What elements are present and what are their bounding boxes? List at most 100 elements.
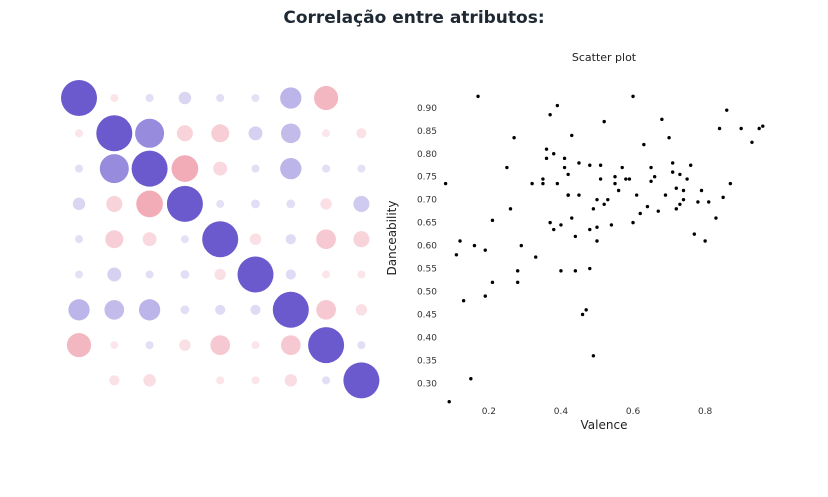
scatter-point-93 <box>714 216 718 220</box>
corr-cell-1-6 <box>280 123 301 144</box>
scatter-point-32 <box>562 165 567 170</box>
scatter-point-3 <box>458 239 462 243</box>
corr-cell-1-2 <box>135 118 165 148</box>
scatter-point-84 <box>681 197 686 202</box>
scatter-point-61 <box>616 188 621 193</box>
corr-cell-5-4 <box>214 268 226 281</box>
corr-cell-3-8 <box>353 195 370 212</box>
corr-cell-4-1 <box>105 230 124 249</box>
scatter-point-21 <box>541 177 545 181</box>
corr-cell-6-2 <box>138 299 161 321</box>
scatter-point-56 <box>602 202 606 206</box>
scatter-point-31 <box>559 269 563 273</box>
y-tick-label-12: 0.90 <box>417 104 437 114</box>
corr-cell-7-1 <box>110 341 119 350</box>
scatter-point-96 <box>725 108 729 112</box>
scatter-point-97 <box>728 181 733 186</box>
scatter-point-99 <box>750 140 754 144</box>
corr-cell-2-8 <box>357 164 366 173</box>
corr-cell-7-3 <box>179 339 191 351</box>
corr-cell-3-1 <box>106 195 123 212</box>
corr-cell-1-4 <box>211 124 230 143</box>
corr-cell-0-5 <box>251 94 260 102</box>
corr-cell-8-2 <box>143 374 156 387</box>
scatter-point-101 <box>761 124 765 128</box>
scatter-point-64 <box>627 177 632 181</box>
scatter-point-91 <box>703 239 707 243</box>
scatter-point-47 <box>588 163 592 167</box>
corr-cell-6-4 <box>215 304 226 315</box>
scatter-point-37 <box>570 133 574 138</box>
corr-cell-4-5 <box>249 233 262 245</box>
scatter-point-71 <box>649 165 653 170</box>
scatter-point-24 <box>548 113 552 117</box>
scatter-point-25 <box>548 220 552 225</box>
corr-cell-5-8 <box>357 270 366 279</box>
scatter-point-36 <box>566 193 570 197</box>
scatter-point-40 <box>573 269 578 273</box>
scatter-point-62 <box>620 165 624 170</box>
scatter-point-85 <box>681 188 686 193</box>
corr-cell-2-7 <box>322 164 331 173</box>
scatter-point-11 <box>490 280 495 285</box>
corr-cell-0-2 <box>145 93 154 103</box>
scatter-point-10 <box>490 218 495 223</box>
corr-cell-8-5 <box>251 376 260 385</box>
scatter-point-34 <box>566 172 570 177</box>
corr-cell-6-0 <box>68 299 90 321</box>
scatter-point-22 <box>544 147 549 151</box>
scatter-point-94 <box>717 126 722 131</box>
scatter-point-13 <box>508 207 513 211</box>
scatter-point-90 <box>699 188 704 193</box>
corr-cell-6-1 <box>104 299 125 320</box>
corr-cell-3-3 <box>166 185 203 222</box>
scatter-point-49 <box>591 354 596 358</box>
scatter-point-87 <box>689 163 693 167</box>
x-tick-label-3: 0.8 <box>698 407 713 417</box>
y-tick-label-9: 0.75 <box>417 173 437 183</box>
scatter-point-1 <box>447 400 451 404</box>
corr-cell-2-3 <box>171 155 199 182</box>
corr-cell-5-6 <box>285 269 296 280</box>
corr-cell-8-6 <box>284 374 298 387</box>
corr-cell-1-5 <box>248 126 263 141</box>
scatter-point-46 <box>588 227 592 232</box>
x-axis-label: Valence <box>581 418 628 432</box>
corr-cell-7-5 <box>251 341 260 350</box>
corr-cell-5-3 <box>180 270 190 279</box>
corr-cell-5-5 <box>237 256 274 293</box>
scatter-point-27 <box>552 152 556 156</box>
corr-cell-8-4 <box>216 376 225 385</box>
scatter-point-45 <box>588 266 592 271</box>
scatter-point-48 <box>591 207 596 211</box>
corr-cell-2-6 <box>280 157 302 180</box>
scatter-point-38 <box>570 216 574 220</box>
corr-cell-5-2 <box>145 270 154 279</box>
scatter-point-43 <box>580 312 585 317</box>
scatter-point-19 <box>534 255 538 259</box>
corr-cell-6-7 <box>316 299 336 320</box>
scatter-point-41 <box>577 193 581 197</box>
corr-cell-8-7 <box>322 376 331 385</box>
scatter-point-16 <box>515 269 520 273</box>
corr-cell-7-2 <box>145 341 154 350</box>
scatter-point-33 <box>562 156 567 161</box>
y-tick-label-0: 0.30 <box>417 379 437 389</box>
y-tick-label-4: 0.50 <box>417 288 437 298</box>
scatter-point-74 <box>656 209 660 213</box>
corr-cell-1-1 <box>96 115 133 152</box>
corr-cell-2-4 <box>213 161 228 176</box>
scatter-point-78 <box>670 161 675 165</box>
scatter-point-20 <box>541 181 545 186</box>
scatter-point-86 <box>685 177 689 181</box>
scatter-point-52 <box>595 225 599 229</box>
scatter-point-68 <box>638 211 642 216</box>
scatter-point-44 <box>584 308 588 312</box>
corr-cell-5-1 <box>107 267 122 282</box>
scatter-point-8 <box>483 248 487 252</box>
corr-cell-0-4 <box>216 93 225 103</box>
scatter-point-83 <box>678 172 682 177</box>
x-tick-label-2: 0.6 <box>626 407 641 417</box>
scatter-point-73 <box>652 175 657 179</box>
scatter-point-54 <box>598 163 603 167</box>
